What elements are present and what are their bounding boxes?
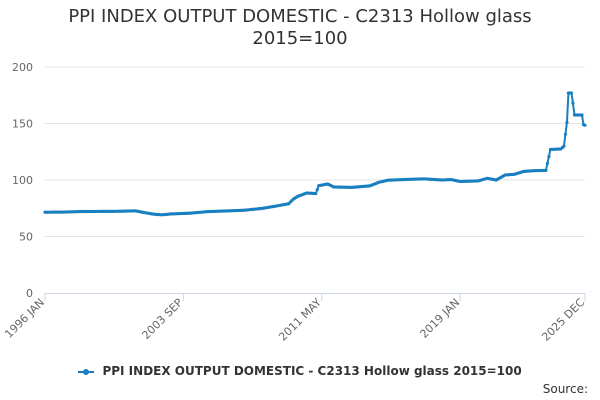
x-tick-label: 2003 SEP [139,296,185,342]
data-point [314,191,318,196]
data-point [571,101,575,105]
legend-swatch [78,368,95,376]
chart-title: PPI INDEX OUTPUT DOMESTIC - C2313 Hollow… [0,6,600,50]
chart-title-line-1: PPI INDEX OUTPUT DOMESTIC - C2313 Hollow… [68,6,532,27]
x-tick-label: 1996 JAN [2,296,47,341]
y-tick-label: 200 [12,61,33,74]
source-credit[interactable]: Source: [542,382,588,396]
data-point [580,113,584,117]
x-tick-label: 2019 JAN [418,296,463,341]
y-tick-label: 100 [12,174,33,187]
chart-title-line-2: 2015=100 [252,28,348,49]
y-tick-label: 50 [19,231,33,244]
y-tick-label: 0 [26,287,33,300]
legend[interactable]: PPI INDEX OUTPUT DOMESTIC - C2313 Hollow… [0,364,600,378]
data-point [547,154,551,159]
x-tick-label: 2025 DEC [539,296,587,344]
data-point [563,132,568,136]
legend-label: PPI INDEX OUTPUT DOMESTIC - C2313 Hollow… [102,364,522,378]
data-point [315,188,319,192]
series-line [45,91,586,216]
data-point [544,168,548,172]
data-point [569,91,574,95]
data-point [562,144,566,148]
data-point [583,123,587,127]
data-point [545,161,550,166]
x-tick-label: 2011 MAY [276,296,324,344]
y-tick-label: 150 [12,118,33,131]
data-point [565,120,569,124]
